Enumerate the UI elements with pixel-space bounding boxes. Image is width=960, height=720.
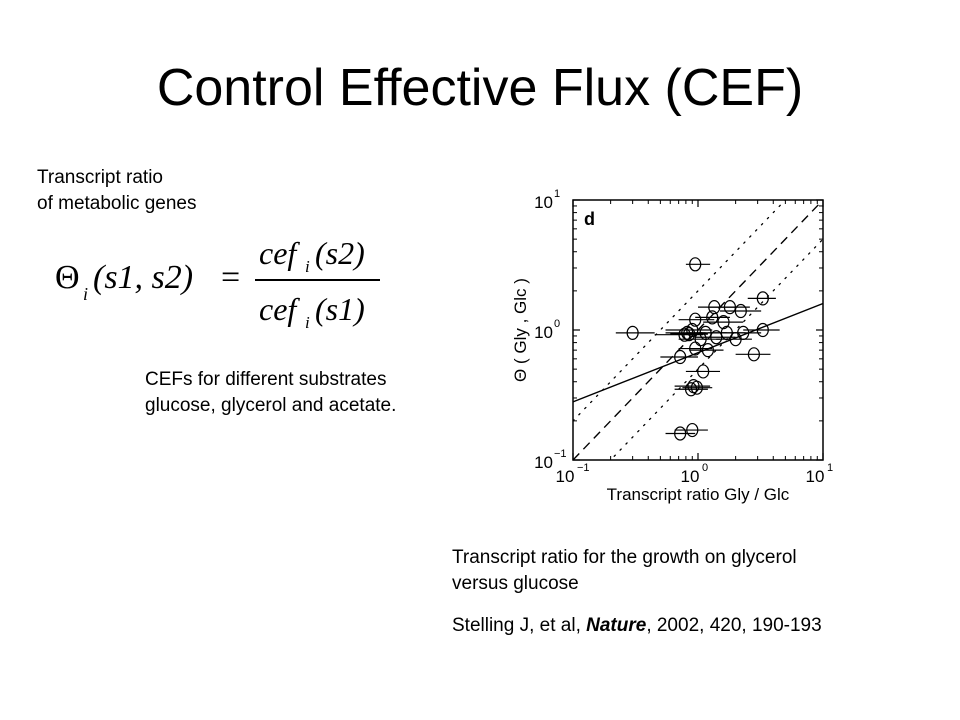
cef-caption-line-1: CEFs for different substrates — [145, 369, 387, 390]
point-marker — [710, 330, 723, 345]
point-marker — [678, 327, 691, 342]
x-tick-exponent: 1 — [827, 462, 833, 474]
plot-caption-line-1: Transcript ratio for the growth on glyce… — [452, 547, 797, 568]
data-point — [716, 332, 752, 347]
point-marker — [747, 347, 760, 362]
citation-details: , 2002, 420, 190-193 — [646, 615, 822, 636]
point-marker — [686, 422, 699, 438]
y-tick-exponent: 1 — [554, 188, 560, 200]
cef-caption: CEFs for different substrates glucose, g… — [145, 367, 396, 419]
data-point — [703, 315, 744, 330]
denominator-function: cef — [259, 291, 300, 327]
plot-caption-line-2: versus glucose — [452, 573, 579, 594]
data-point — [670, 326, 708, 342]
point-marker — [706, 310, 719, 325]
citation-authors: Stelling J, et al, — [452, 615, 587, 636]
x-axis-label: Transcript ratio Gly / Glc — [607, 485, 790, 504]
data-point — [674, 382, 708, 397]
denominator-subscript: i — [305, 313, 310, 328]
slide-title: Control Effective Flux (CEF) — [156, 59, 804, 117]
data-point — [747, 291, 776, 306]
data-point — [685, 364, 721, 379]
plot-caption: Transcript ratio for the growth on glyce… — [452, 545, 797, 597]
point-marker — [734, 303, 747, 319]
numerator-argument: (s2) — [315, 235, 365, 271]
y-tick-label: 10 — [534, 193, 553, 212]
data-point — [615, 325, 655, 340]
citation: Stelling J, et al, Nature, 2002, 420, 19… — [452, 613, 822, 639]
point-marker — [684, 382, 698, 397]
numerator-function: cef — [259, 235, 300, 271]
data-point — [720, 303, 762, 319]
data-point — [678, 341, 713, 356]
equation-caption: Transcript ratio of metabolic genes — [37, 165, 197, 217]
fit-line — [573, 302, 823, 403]
cef-caption-line-2: glucose, glycerol and acetate. — [145, 395, 397, 416]
y-tick-exponent: −1 — [554, 448, 567, 460]
point-marker — [717, 315, 730, 330]
data-point — [660, 349, 698, 365]
point-marker — [701, 343, 714, 358]
cef-equation: Θ i (s1, s2) = cef i (s2) cef i (s1) — [55, 235, 380, 328]
data-point — [695, 310, 730, 325]
y-tick-exponent: 0 — [554, 318, 560, 330]
point-marker — [697, 364, 710, 379]
data-points — [615, 257, 780, 441]
theta-arguments: (s1, s2) — [93, 259, 193, 296]
data-point — [735, 347, 771, 362]
equals-sign: = — [221, 259, 240, 296]
data-point — [678, 312, 715, 327]
point-marker — [674, 426, 687, 441]
axis-ticks: 10 −110 −110 010 010 110 1 — [534, 188, 833, 486]
data-point — [689, 343, 724, 358]
theta-symbol: Θ — [55, 259, 80, 296]
data-point — [707, 300, 750, 315]
data-point — [743, 322, 780, 338]
point-marker — [729, 332, 742, 347]
scatter-figure: 10 −110 −110 010 010 110 1 d Transcript ratio … — [511, 188, 833, 504]
point-marker — [683, 326, 696, 342]
y-tick-label: 10 — [534, 453, 553, 472]
data-point — [674, 422, 708, 438]
denominator-argument: (s1) — [315, 291, 365, 327]
upper-bound-line — [573, 200, 787, 422]
point-marker — [674, 349, 687, 365]
point-marker — [723, 300, 737, 315]
x-tick-label: 10 — [806, 467, 825, 486]
point-marker — [689, 312, 702, 327]
numerator-subscript: i — [305, 257, 310, 276]
data-point — [685, 257, 711, 272]
data-point — [682, 380, 713, 395]
point-marker — [689, 341, 702, 356]
data-point — [695, 330, 736, 345]
point-marker — [756, 322, 769, 338]
equation-caption-line-1: Transcript ratio — [37, 167, 163, 188]
point-marker — [626, 325, 639, 340]
theta-subscript: i — [83, 284, 88, 304]
data-point — [665, 426, 696, 441]
point-marker — [689, 257, 702, 272]
citation-journal: Nature — [586, 615, 647, 636]
point-marker — [756, 291, 769, 306]
x-tick-label: 10 — [681, 467, 700, 486]
y-axis-label: Θ ( Gly , Glc ) — [511, 278, 530, 382]
point-marker — [690, 380, 704, 395]
panel-label: d — [584, 209, 595, 229]
x-tick-exponent: −1 — [577, 462, 590, 474]
x-tick-exponent: 0 — [702, 462, 708, 474]
y-tick-label: 10 — [534, 323, 553, 342]
equation-caption-line-2: of metabolic genes — [37, 193, 197, 214]
x-tick-label: 10 — [556, 467, 575, 486]
